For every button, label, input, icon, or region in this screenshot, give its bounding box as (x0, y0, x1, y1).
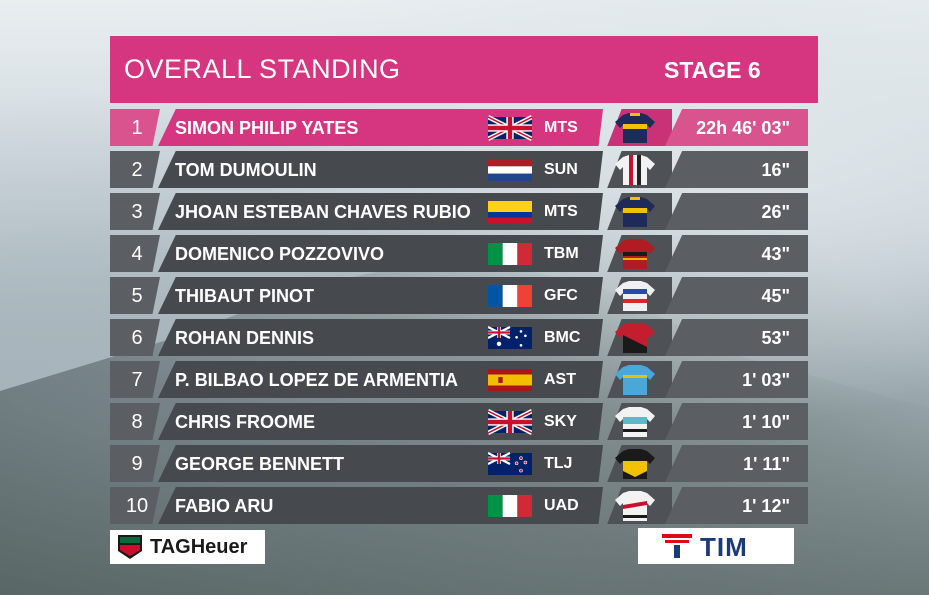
flag-es-icon (488, 369, 532, 391)
time-gap: 1' 11" (743, 454, 790, 474)
jersey-icon (615, 155, 655, 185)
rider-name: THIBAUT PINOT (175, 286, 314, 306)
flag-it-icon (488, 495, 532, 517)
position: 6 (131, 327, 143, 349)
time-gap: 1' 10" (742, 412, 790, 432)
time-gap: 1' 12" (742, 496, 790, 516)
jersey-icon (615, 197, 655, 227)
team-code: TLJ (544, 455, 573, 472)
time-gap: 1' 03" (742, 370, 790, 390)
position: 10 (125, 495, 149, 517)
flag-nl-icon (488, 159, 532, 181)
sponsor-tagheuer: TAGHeuer (110, 530, 265, 564)
standing-row-1: 1 SIMON PHILIP YATES MTS 22h 46' 03" (110, 109, 810, 146)
standing-row-6: 6 ROHAN DENNIS BMC 53" (110, 319, 810, 356)
standing-row-9: 9 GEORGE BENNETT TLJ 1' 11" (110, 445, 810, 482)
rider-name: JHOAN ESTEBAN CHAVES RUBIO (175, 202, 471, 222)
standing-row-7: 7 P. BILBAO LOPEZ DE ARMENTIA AST 1' 03" (110, 361, 810, 398)
standing-row-5: 5 THIBAUT PINOT GFC 45" (110, 277, 810, 314)
rider-name: CHRIS FROOME (175, 412, 316, 432)
rider-name: P. BILBAO LOPEZ DE ARMENTIA (175, 370, 459, 390)
team-code: TBM (544, 245, 579, 262)
rider-name: FABIO ARU (175, 496, 274, 516)
standing-row-2: 2 TOM DUMOULIN SUN 16" (110, 151, 810, 188)
rider-name: TOM DUMOULIN (175, 160, 317, 180)
flag-gb-icon (488, 115, 532, 141)
time-gap: 45" (761, 286, 790, 306)
jersey-icon (615, 407, 655, 437)
flag-gb-icon (488, 409, 532, 435)
position: 3 (131, 201, 143, 223)
jersey-icon (615, 449, 655, 479)
rider-name: GEORGE BENNETT (175, 454, 345, 474)
team-code: GFC (544, 287, 578, 304)
stage-bar (610, 36, 818, 103)
time-gap: 16" (761, 160, 790, 180)
standing-row-4: 4 DOMENICO POZZOVIVO TBM 43" (110, 235, 810, 272)
team-code: MTS (544, 119, 578, 136)
jersey-icon (615, 113, 655, 143)
rider-name: DOMENICO POZZOVIVO (175, 244, 385, 264)
flag-fr-icon (488, 285, 532, 307)
team-code: SKY (544, 413, 577, 430)
flag-au-icon (488, 326, 532, 349)
jersey-icon (615, 281, 655, 311)
time-gap: 53" (761, 328, 790, 348)
standing-row-10: 10 FABIO ARU UAD 1' 12" (110, 487, 810, 524)
sponsor-right-label: TIM (700, 532, 748, 562)
position: 7 (131, 369, 143, 391)
position: 1 (131, 117, 143, 139)
sponsor-tim: TIM (638, 528, 794, 564)
flag-it-icon (488, 243, 532, 265)
jersey-icon (615, 323, 655, 353)
time-gap: 22h 46' 03" (696, 118, 790, 138)
position: 9 (131, 453, 143, 475)
jersey-icon (615, 365, 655, 395)
time-gap: 43" (761, 244, 790, 264)
team-code: MTS (544, 203, 578, 220)
stage-label: STAGE 6 (664, 57, 761, 83)
team-code: AST (544, 371, 576, 388)
header-title: OVERALL STANDING (124, 54, 401, 84)
jersey-icon (615, 239, 655, 269)
team-code: BMC (544, 329, 581, 346)
tim-logo-icon (662, 534, 692, 558)
position: 2 (131, 159, 143, 181)
tagheuer-shield-icon (118, 535, 142, 559)
flag-nz-icon (488, 452, 532, 475)
header-bar (110, 36, 635, 103)
flag-co-icon (488, 201, 532, 223)
team-code: UAD (544, 497, 579, 514)
rider-name: ROHAN DENNIS (175, 328, 315, 348)
sponsor-left-label: TAGHeuer (150, 536, 248, 558)
jersey-icon (615, 491, 655, 521)
position: 8 (131, 411, 143, 433)
standing-row-8: 8 CHRIS FROOME SKY 1' 10" (110, 403, 810, 440)
time-gap: 26" (761, 202, 790, 222)
standing-row-3: 3 JHOAN ESTEBAN CHAVES RUBIO MTS 26" (110, 193, 810, 230)
position: 5 (131, 285, 143, 307)
position: 4 (131, 243, 143, 265)
rider-name: SIMON PHILIP YATES (175, 118, 359, 138)
team-code: SUN (544, 161, 578, 178)
